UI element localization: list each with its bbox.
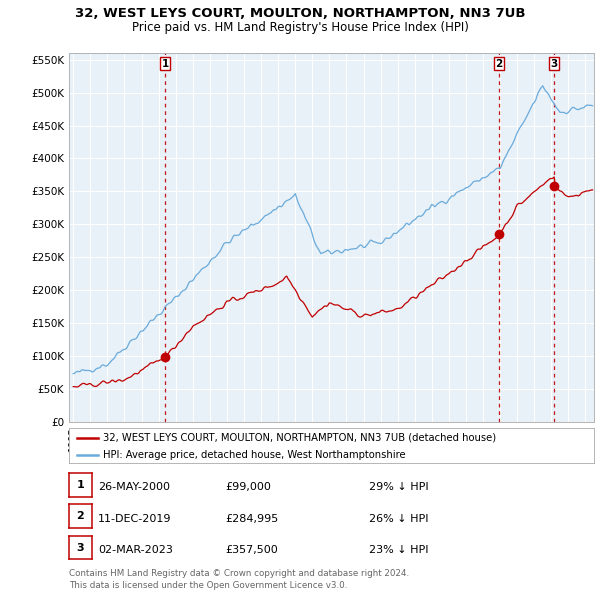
Text: This data is licensed under the Open Government Licence v3.0.: This data is licensed under the Open Gov… (69, 581, 347, 589)
Text: 26% ↓ HPI: 26% ↓ HPI (369, 513, 428, 523)
Text: 3: 3 (77, 543, 84, 552)
Text: 1: 1 (77, 480, 84, 490)
Text: 29% ↓ HPI: 29% ↓ HPI (369, 482, 428, 492)
Text: 11-DEC-2019: 11-DEC-2019 (98, 513, 172, 523)
Text: £99,000: £99,000 (225, 482, 271, 492)
Text: Price paid vs. HM Land Registry's House Price Index (HPI): Price paid vs. HM Land Registry's House … (131, 21, 469, 34)
Text: 1: 1 (161, 58, 169, 68)
Text: 32, WEST LEYS COURT, MOULTON, NORTHAMPTON, NN3 7UB: 32, WEST LEYS COURT, MOULTON, NORTHAMPTO… (75, 7, 525, 20)
Text: 32, WEST LEYS COURT, MOULTON, NORTHAMPTON, NN3 7UB (detached house): 32, WEST LEYS COURT, MOULTON, NORTHAMPTO… (103, 432, 496, 442)
Text: 02-MAR-2023: 02-MAR-2023 (98, 545, 173, 555)
Text: 23% ↓ HPI: 23% ↓ HPI (369, 545, 428, 555)
Text: Contains HM Land Registry data © Crown copyright and database right 2024.: Contains HM Land Registry data © Crown c… (69, 569, 409, 578)
Text: 3: 3 (551, 58, 558, 68)
Text: HPI: Average price, detached house, West Northamptonshire: HPI: Average price, detached house, West… (103, 450, 406, 460)
Text: 2: 2 (496, 58, 503, 68)
Text: 2: 2 (77, 512, 84, 521)
Text: £357,500: £357,500 (225, 545, 278, 555)
Text: £284,995: £284,995 (225, 513, 278, 523)
Text: 26-MAY-2000: 26-MAY-2000 (98, 482, 170, 492)
